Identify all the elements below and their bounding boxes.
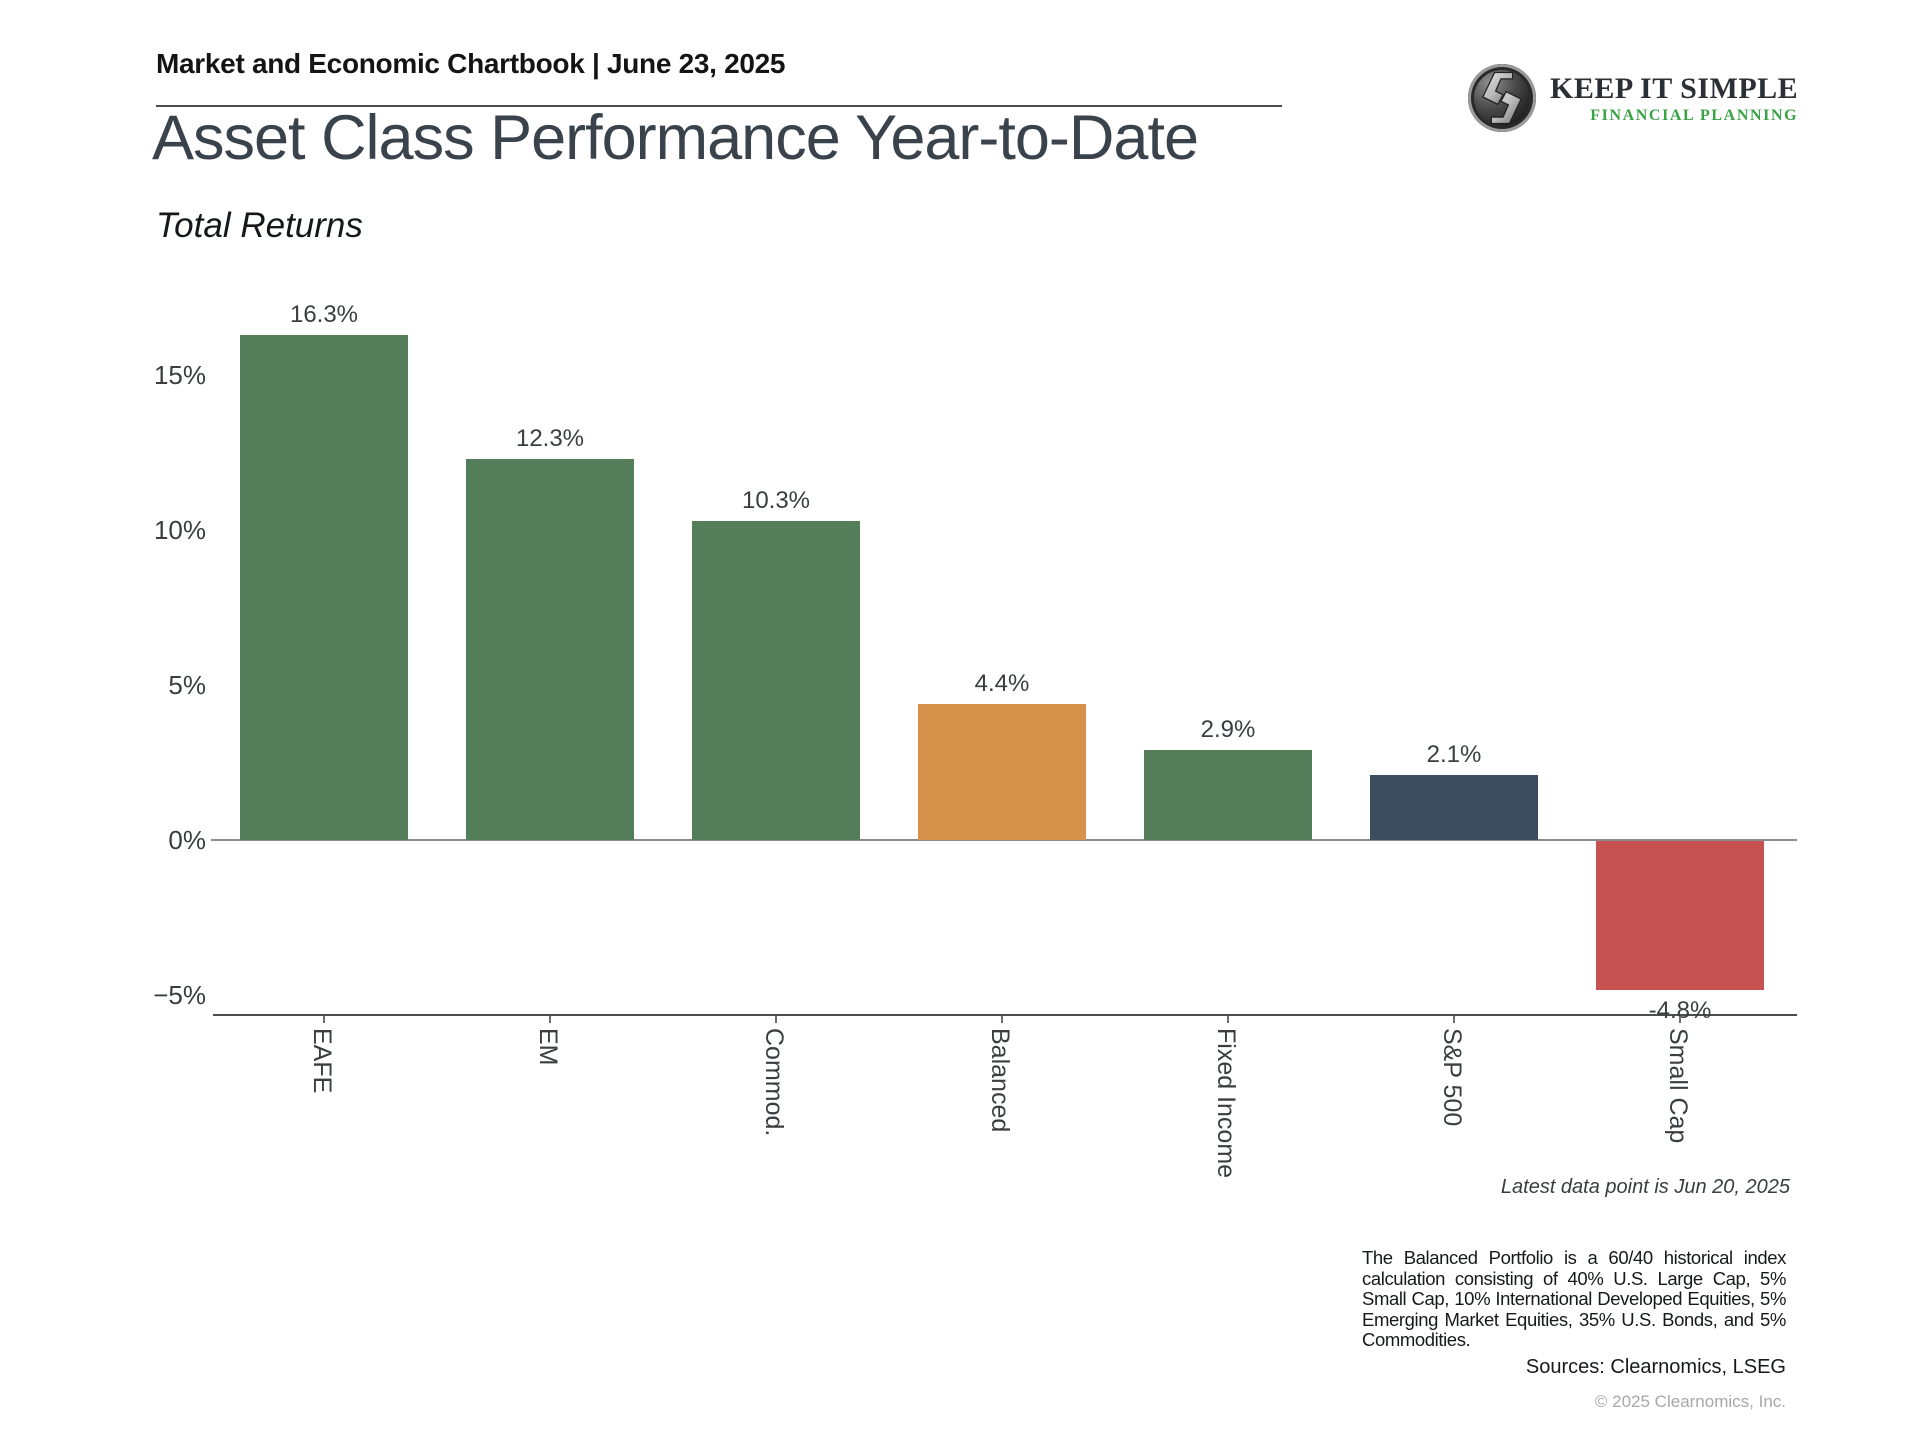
x-axis-tick	[549, 1016, 551, 1023]
bar-commod-	[692, 520, 860, 840]
bar-balanced	[918, 703, 1086, 840]
keep-it-simple-logo-icon	[1468, 64, 1536, 132]
bar-value-label: 10.3%	[741, 486, 811, 514]
bar-small-cap	[1596, 841, 1764, 990]
x-axis-tick	[1679, 1016, 1681, 1023]
x-axis-tick	[1001, 1016, 1003, 1023]
bar-em	[466, 458, 634, 840]
logo-wordmark: KEEP IT SIMPLE FINANCIAL PLANNING	[1550, 72, 1798, 125]
bar-value-label: 2.1%	[1426, 740, 1482, 768]
y-tick-label: 5%	[168, 670, 206, 700]
page-subtitle: Total Returns	[156, 206, 363, 245]
latest-data-note: Latest data point is Jun 20, 2025	[1500, 1176, 1790, 1198]
x-axis-spine	[213, 1014, 1797, 1016]
logo-name: KEEP IT SIMPLE	[1550, 71, 1799, 105]
y-tick-label: −5%	[153, 980, 206, 1010]
balanced-portfolio-footnote: The Balanced Portfolio is a 60/40 histor…	[1362, 1247, 1786, 1350]
y-tick-label: 15%	[153, 360, 206, 390]
y-tick-label: 10%	[153, 515, 206, 545]
x-category-label: EAFE	[308, 1028, 336, 1094]
logo-tagline: FINANCIAL PLANNING	[1590, 106, 1799, 124]
x-category-label: Small Cap	[1664, 1028, 1692, 1144]
x-category-label: Commod.	[760, 1028, 788, 1137]
bar-s-p-500	[1370, 774, 1538, 840]
stylized-s-icon	[1482, 71, 1522, 125]
x-category-label: Fixed Income	[1212, 1028, 1240, 1179]
bar-value-label: 16.3%	[289, 300, 359, 328]
bar-value-label: 12.3%	[515, 424, 585, 452]
x-axis-tick	[1227, 1016, 1229, 1023]
x-category-label: EM	[534, 1028, 562, 1066]
y-tick-label: 0%	[168, 825, 206, 855]
bar-value-label: 2.9%	[1200, 716, 1256, 744]
x-axis-tick	[323, 1016, 325, 1023]
keep-it-simple-logo: KEEP IT SIMPLE FINANCIAL PLANNING	[1468, 64, 1798, 132]
bar-value-label: 4.4%	[974, 669, 1030, 697]
page-title: Asset Class Performance Year-to-Date	[152, 103, 1199, 173]
bar-eafe	[240, 334, 408, 840]
header-divider	[156, 105, 1282, 107]
chartbook-header: Market and Economic Chartbook | June 23,…	[156, 48, 786, 79]
zero-gridline	[211, 839, 1797, 841]
bar-fixed-income	[1144, 750, 1312, 840]
x-axis-tick	[1453, 1016, 1455, 1023]
sources-line: Sources: Clearnomics, LSEG	[1525, 1356, 1786, 1378]
x-category-label: Balanced	[986, 1028, 1014, 1133]
x-category-label: S&P 500	[1438, 1028, 1466, 1127]
x-axis-tick	[775, 1016, 777, 1023]
copyright-line: © 2025 Clearnomics, Inc.	[1594, 1392, 1786, 1411]
